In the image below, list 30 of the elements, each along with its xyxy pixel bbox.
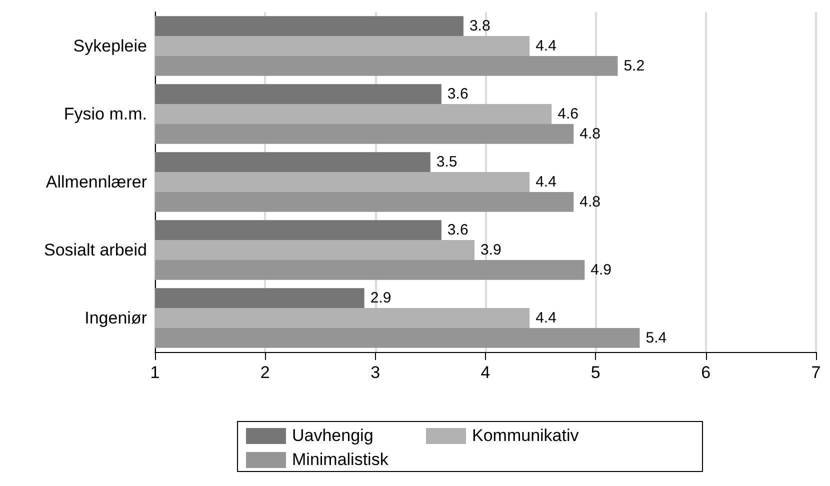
x-tick-label: 6 bbox=[701, 363, 711, 382]
data-label: 4.4 bbox=[536, 310, 556, 326]
data-label: 4.4 bbox=[536, 38, 556, 54]
data-label: 4.4 bbox=[536, 174, 556, 190]
y-tick-label: Sykepleie bbox=[73, 36, 147, 56]
data-label: 3.5 bbox=[436, 154, 458, 171]
data-label: 3.8 bbox=[469, 18, 490, 35]
data-label: 5.4 bbox=[646, 329, 667, 346]
data-label: 4.9 bbox=[590, 261, 612, 278]
data-label: 5.2 bbox=[624, 57, 645, 74]
data-label: 3.6 bbox=[447, 222, 468, 239]
y-tick-label: Allmennlærer bbox=[46, 172, 148, 192]
data-label: 3.9 bbox=[480, 242, 502, 258]
data-label: 3.6 bbox=[447, 86, 468, 103]
data-label: 2.9 bbox=[370, 290, 392, 307]
data-label: 4.8 bbox=[580, 125, 600, 142]
y-tick-label: Fysio m.m. bbox=[64, 104, 147, 124]
data-label: 4.6 bbox=[558, 106, 578, 122]
x-tick-label: 3 bbox=[370, 363, 380, 382]
y-tick-label: Sosialt arbeid bbox=[44, 240, 147, 260]
x-tick-label: 5 bbox=[590, 363, 600, 382]
x-tick-label: 2 bbox=[260, 363, 270, 382]
legend-label: Kommunikativ bbox=[472, 426, 579, 446]
x-tick-label: 1 bbox=[150, 363, 160, 382]
x-tick-label: 7 bbox=[811, 363, 821, 382]
data-label: 4.8 bbox=[580, 193, 600, 210]
legend-label: Uavhengig bbox=[292, 426, 374, 446]
legend-label: Minimalistisk bbox=[292, 450, 388, 470]
y-tick-label: Ingeniør bbox=[84, 308, 148, 328]
x-tick-label: 4 bbox=[480, 363, 490, 382]
